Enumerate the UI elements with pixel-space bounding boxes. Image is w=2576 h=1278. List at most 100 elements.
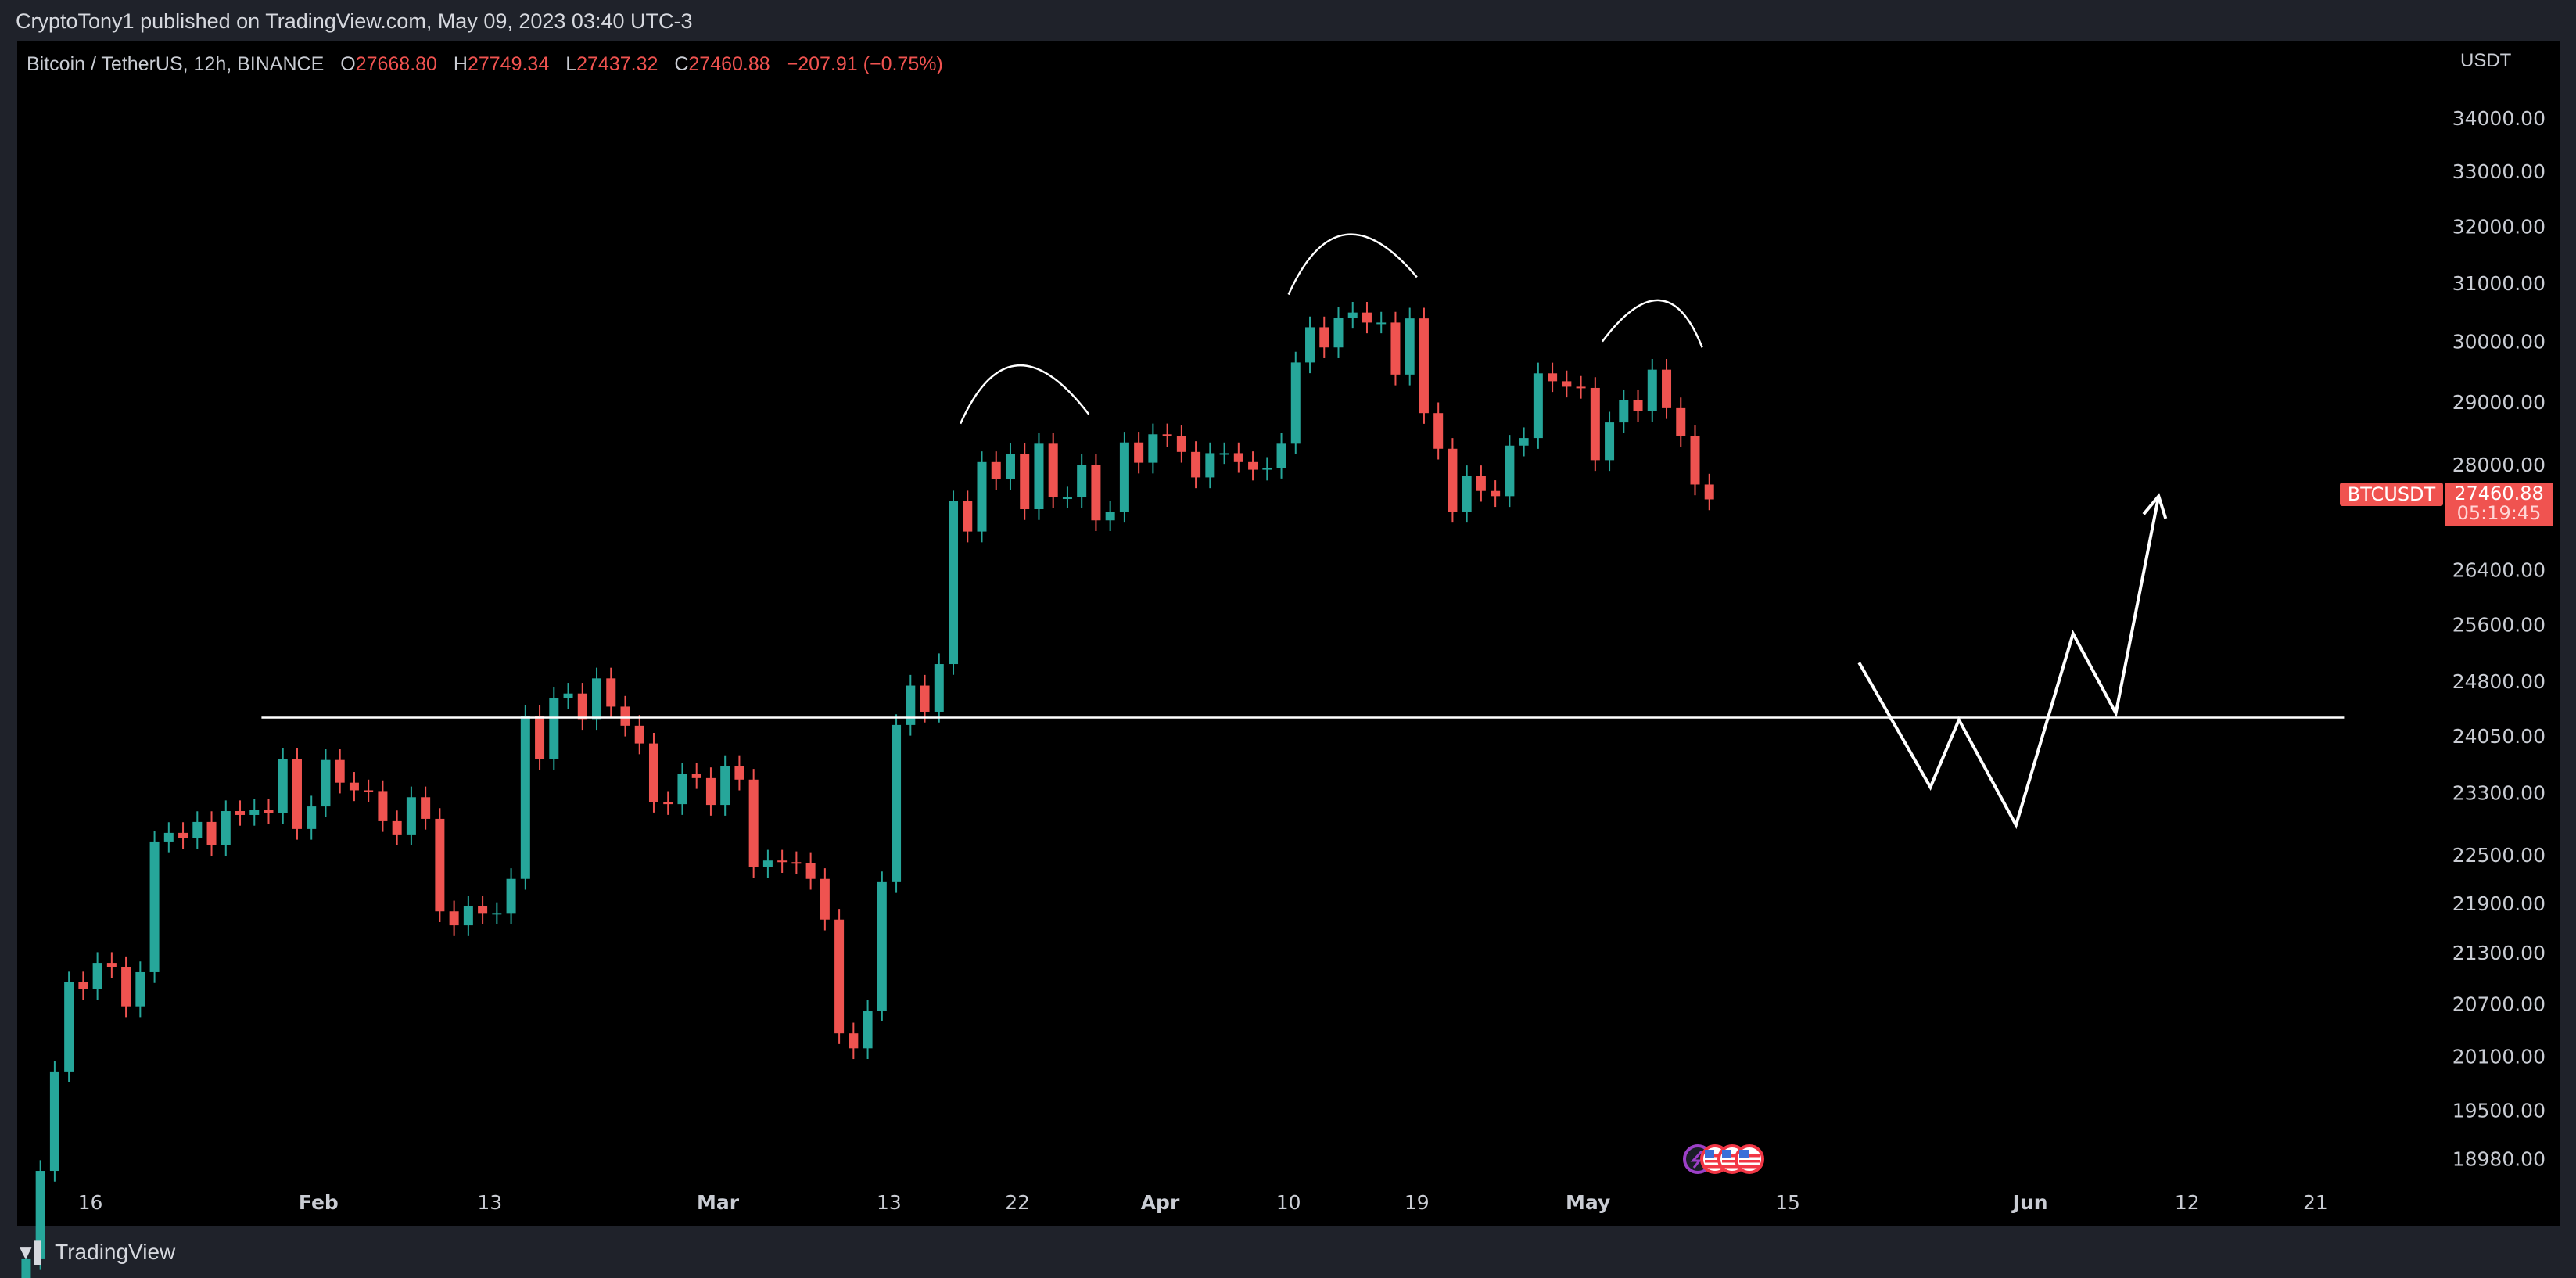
flag-stripe	[1705, 1154, 1725, 1158]
candle-down	[1091, 465, 1101, 521]
candle-up	[977, 461, 987, 532]
candle-up	[762, 860, 773, 867]
candle-down	[577, 693, 587, 720]
symbol-title[interactable]: Bitcoin / TetherUS, 12h, BINANCE	[27, 53, 325, 75]
candle-down	[1176, 436, 1186, 452]
ohlc-legend: Bitcoin / TetherUS, 12h, BINANCE O27668.…	[27, 53, 943, 76]
candle-down	[1020, 454, 1030, 510]
candle-up	[249, 810, 260, 815]
candle-up	[192, 821, 203, 838]
pattern-arc	[959, 364, 1090, 425]
time-tick-label: 19	[1405, 1191, 1430, 1214]
candle-up	[406, 797, 416, 835]
flag-stripe	[1722, 1165, 1742, 1169]
price-tick-label: 29000.00	[2452, 391, 2546, 414]
candle-down	[1676, 407, 1686, 436]
candle-down	[920, 685, 930, 712]
candle-up	[492, 913, 502, 915]
candle-up	[1077, 465, 1087, 498]
time-tick-label: Jun	[2011, 1191, 2048, 1214]
price-tick-label: 21900.00	[2452, 892, 2546, 915]
change-value: −207.91 (−0.75%)	[786, 53, 943, 75]
flag-stripe	[1705, 1165, 1725, 1169]
projection-path	[1857, 495, 2161, 830]
price-tick-label: 22500.00	[2452, 844, 2546, 867]
candle-down	[106, 963, 117, 967]
symbol-price-tag: BTCUSDT	[2340, 483, 2443, 506]
candle-up	[35, 1171, 45, 1259]
candle-up	[520, 716, 530, 879]
candle-down	[791, 862, 802, 864]
flag-canton	[1739, 1150, 1749, 1158]
candle-up	[1533, 373, 1543, 439]
candle-down	[1390, 322, 1401, 375]
price-unit: USDT	[2460, 50, 2512, 71]
price-tick-label: 25600.00	[2452, 614, 2546, 637]
candle-down	[121, 967, 131, 1007]
candle-down	[705, 777, 716, 806]
candle-up	[949, 501, 959, 665]
last-price: 27460.88	[2454, 483, 2544, 504]
candle-down	[991, 461, 1001, 479]
brand-name: TradingView	[55, 1240, 176, 1264]
flag-canton	[1722, 1150, 1731, 1158]
open-label: O	[340, 53, 356, 75]
candle-down	[691, 774, 701, 778]
candle-down	[478, 906, 488, 914]
candle-down	[378, 791, 388, 821]
candle-up	[1605, 422, 1615, 461]
candle-up	[92, 963, 102, 989]
candle-down	[777, 860, 788, 863]
candle-down	[1590, 387, 1600, 461]
candle-up	[1376, 322, 1387, 325]
high-label: H	[453, 53, 468, 75]
candle-down	[634, 725, 644, 744]
time-tick-label: Mar	[697, 1191, 740, 1214]
candle-up	[135, 971, 145, 1007]
candle-up	[1205, 453, 1215, 478]
candle-down	[1362, 312, 1372, 323]
candle-up	[1519, 438, 1529, 446]
arrow-head-icon	[2142, 493, 2168, 519]
candle-down	[1704, 484, 1714, 500]
candle-down	[449, 911, 459, 926]
candle-up	[307, 806, 317, 829]
price-tick-label: 31000.00	[2452, 272, 2546, 295]
tv-logo-icon: ▼▌	[16, 1240, 48, 1264]
candle-up	[906, 685, 916, 725]
flag-stripe	[1722, 1160, 1742, 1163]
candle-up	[1119, 442, 1129, 512]
candle-up	[1647, 369, 1657, 411]
time-tick-label: 13	[477, 1191, 502, 1214]
candle-up	[1276, 443, 1286, 468]
close-label: C	[674, 53, 689, 75]
candle-up	[1262, 468, 1272, 470]
candle-up	[563, 693, 573, 698]
time-tick-label: 16	[78, 1191, 103, 1214]
candle-down	[1548, 373, 1558, 382]
candle-down	[78, 982, 88, 989]
candle-down	[235, 811, 246, 815]
candle-down	[392, 820, 402, 835]
candle-up	[1005, 454, 1015, 479]
candle-up	[1305, 327, 1315, 363]
chart-pane[interactable]	[17, 41, 2560, 1226]
candle-down	[1576, 386, 1586, 389]
price-tick-label: 26400.00	[2452, 558, 2546, 581]
candle-up	[877, 881, 887, 1011]
tradingview-logo[interactable]: ▼▌ TradingView	[16, 1240, 175, 1265]
price-tick-label: 18980.00	[2452, 1147, 2546, 1170]
candle-down	[1048, 443, 1058, 498]
price-tick-label: 32000.00	[2452, 215, 2546, 238]
candle-down	[1191, 451, 1201, 478]
candle-up	[1333, 318, 1344, 348]
price-tick-label: 20100.00	[2452, 1046, 2546, 1068]
flag-stripe	[1739, 1154, 1760, 1158]
price-tick-label: 30000.00	[2452, 331, 2546, 354]
candle-down	[1562, 381, 1572, 387]
candle-up	[1034, 443, 1044, 510]
time-tick-label: 21	[2303, 1191, 2328, 1214]
time-tick-label: 15	[1775, 1191, 1800, 1214]
candle-down	[820, 878, 830, 920]
